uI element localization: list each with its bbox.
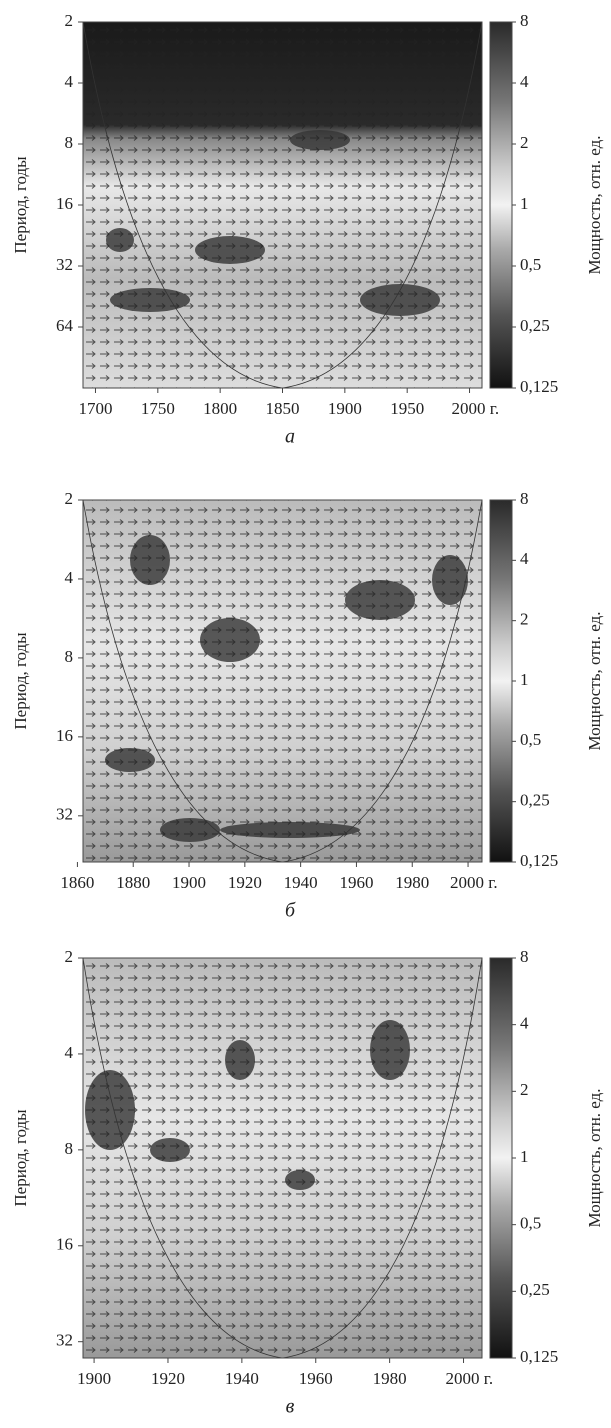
colorbar-label: Мощность, отн. ед. (585, 135, 604, 274)
x-tick-label: 1880 (116, 873, 150, 892)
y-tick-label: 32 (56, 805, 73, 824)
x-tick-label: 2000 г. (446, 1369, 494, 1388)
plot-area (83, 500, 482, 862)
y-tick-label: 2 (65, 489, 74, 508)
colorbar-tick-label: 0,125 (520, 1347, 558, 1366)
colorbar-label: Мощность, отн. ед. (585, 1088, 604, 1227)
phase-arrows (83, 22, 482, 388)
y-tick-label: 16 (56, 726, 73, 745)
panel: 2 4 8 16 32 64 1700 1750 1800 1850 1900 1950 2000 г.… (11, 11, 604, 448)
y-tick-label: 4 (65, 72, 74, 91)
colorbar-tick-label: 2 (520, 610, 529, 629)
y-tick-label: 32 (56, 1331, 73, 1350)
x-tick-label: 1980 (395, 873, 429, 892)
colorbar-tick-label: 4 (520, 549, 529, 568)
y-tick-label: 2 (65, 947, 74, 966)
y-tick-label: 32 (56, 255, 73, 274)
colorbar-tick-label: 4 (520, 1014, 529, 1033)
x-tick-label: 1940 (225, 1369, 259, 1388)
y-tick-label: 4 (65, 1043, 74, 1062)
y-axis-label: Период, годы (11, 632, 30, 730)
colorbar-tick-label: 1 (520, 1147, 529, 1166)
panel: 2 4 8 16 32 1860 1880 1900 1920 1940 1960 1980 2000 … (11, 489, 604, 922)
phase-arrows (83, 500, 482, 862)
colorbar (489, 21, 513, 389)
colorbar-tick-label: 8 (520, 11, 529, 30)
colorbar-tick-label: 0,5 (520, 1214, 541, 1233)
x-tick-label: 1800 (203, 399, 237, 418)
x-tick-label: 1900 (328, 399, 362, 418)
panel-label: б (285, 900, 296, 922)
x-tick-label: 1940 (284, 873, 318, 892)
y-tick-label: 4 (65, 568, 74, 587)
panel-label: а (285, 426, 295, 448)
y-tick-label: 8 (65, 1139, 74, 1158)
x-tick-label: 1960 (299, 1369, 333, 1388)
colorbar-tick-label: 2 (520, 133, 529, 152)
phase-arrows (83, 958, 482, 1358)
y-tick-label: 8 (65, 133, 74, 152)
colorbar-tick-label: 1 (520, 194, 529, 213)
colorbar-label: Мощность, отн. ед. (585, 611, 604, 750)
panel-label: в (286, 1396, 295, 1418)
colorbar-tick-label: 8 (520, 489, 529, 508)
x-tick-label: 1950 (390, 399, 424, 418)
colorbar-tick-label: 8 (520, 947, 529, 966)
cone-of-influence (83, 22, 482, 388)
colorbar-tick-label: 0,5 (520, 255, 541, 274)
x-tick-label: 1860 (60, 873, 94, 892)
cone-of-influence (83, 500, 482, 862)
colorbar-tick-label: 0,5 (520, 730, 541, 749)
x-tick-label: 1920 (228, 873, 262, 892)
x-tick-label: 1850 (266, 399, 300, 418)
colorbar-tick-label: 0,25 (520, 316, 550, 335)
colorbar (489, 499, 513, 863)
colorbar-tick-label: 4 (520, 72, 529, 91)
y-tick-label: 8 (65, 647, 74, 666)
x-tick-label: 1750 (141, 399, 175, 418)
x-tick-label: 2000 г. (452, 399, 500, 418)
y-axis-label: Период, годы (11, 1109, 30, 1207)
x-tick-label: 1700 (78, 399, 112, 418)
plot-frame (82, 957, 483, 1359)
colorbar (489, 957, 513, 1359)
colorbar-tick-label: 0,25 (520, 1280, 550, 1299)
y-axis-label: Период, годы (11, 156, 30, 254)
plot-frame (82, 499, 483, 863)
cone-of-influence (83, 958, 482, 1358)
x-tick-label: 1900 (77, 1369, 111, 1388)
colorbar-tick-label: 1 (520, 670, 529, 689)
y-tick-label: 16 (56, 194, 73, 213)
x-tick-label: 1960 (339, 873, 373, 892)
x-tick-label: 2000 г. (450, 873, 498, 892)
plot-area (83, 22, 482, 388)
colorbar-tick-label: 2 (520, 1080, 529, 1099)
y-tick-label: 2 (65, 11, 74, 30)
x-tick-label: 1900 (172, 873, 206, 892)
y-tick-label: 64 (56, 316, 74, 335)
plot-area (83, 958, 482, 1358)
x-tick-label: 1980 (373, 1369, 407, 1388)
x-tick-label: 1920 (151, 1369, 185, 1388)
colorbar-tick-label: 0,125 (520, 851, 558, 870)
colorbar-tick-label: 0,125 (520, 377, 558, 396)
y-tick-label: 16 (56, 1235, 73, 1254)
colorbar-tick-label: 0,25 (520, 791, 550, 810)
